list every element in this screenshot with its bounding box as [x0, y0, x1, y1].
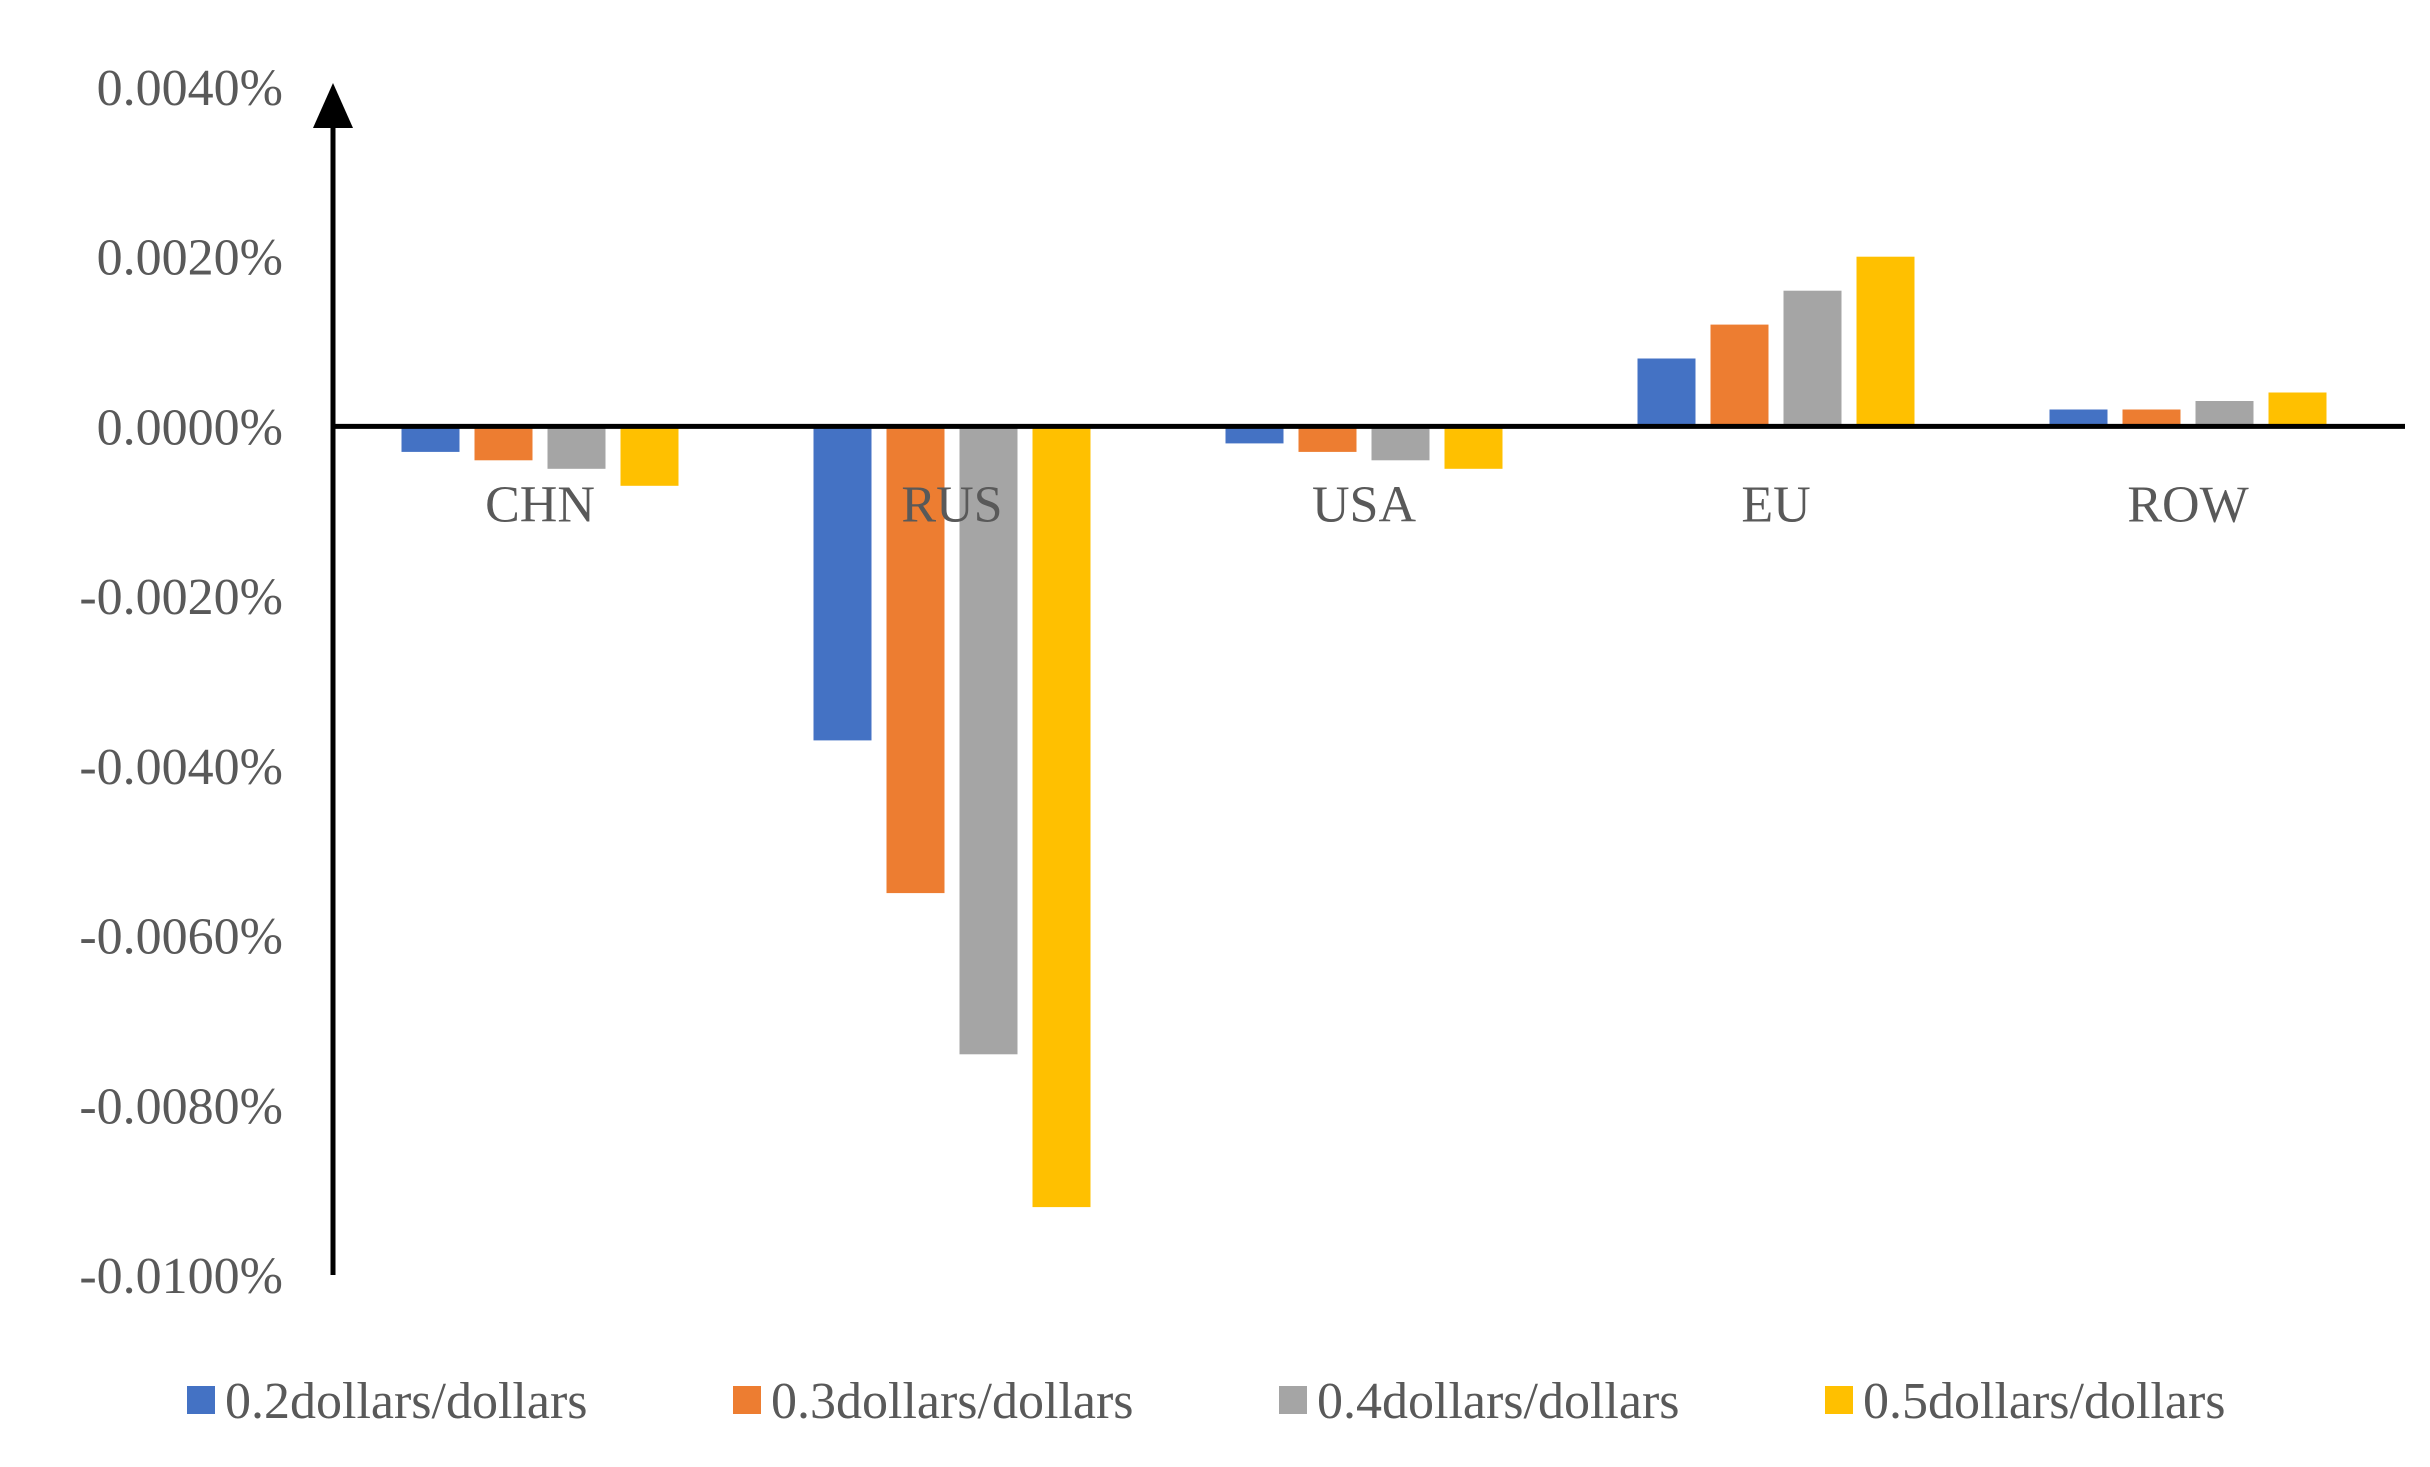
category-label-usa: USA	[1312, 476, 1416, 533]
bar-usa-series-4	[1444, 426, 1503, 469]
bar-eu-series-4	[1856, 256, 1915, 427]
bar-chn-series-1	[401, 426, 460, 452]
y-tick-label: 0.0000%	[97, 399, 283, 456]
axes-layer	[313, 83, 2405, 1275]
bar-usa-series-3	[1371, 426, 1430, 461]
bars-layer	[401, 256, 2327, 1208]
y-tick-label: -0.0040%	[79, 739, 283, 796]
category-label-chn: CHN	[485, 476, 595, 533]
bar-rus-series-4	[1032, 426, 1091, 1208]
bar-rus-series-2	[886, 426, 945, 894]
y-tick-label: -0.0100%	[79, 1248, 283, 1305]
legend-label-1: 0.2dollars/dollars	[225, 1373, 588, 1430]
y-tick-labels: 0.0040% 0.0020% 0.0000% -0.0020% -0.0040% -0.…	[79, 60, 283, 1305]
legend: 0.2dollars/dollars 0.3dollars/dollars 0.4d…	[187, 1373, 2226, 1430]
legend-swatch-1	[187, 1386, 215, 1414]
y-axis-arrow-icon	[313, 83, 353, 128]
legend-label-3: 0.4dollars/dollars	[1317, 1373, 1680, 1430]
y-tick-label: -0.0060%	[79, 909, 283, 966]
category-label-row: ROW	[2127, 476, 2248, 533]
y-tick-label: 0.0020%	[97, 230, 283, 287]
y-tick-label: -0.0080%	[79, 1078, 283, 1135]
bar-eu-series-3	[1783, 290, 1842, 427]
bar-chn-series-4	[620, 426, 679, 486]
bar-row-series-4	[2268, 392, 2327, 427]
bar-usa-series-1	[1225, 426, 1284, 444]
category-label-eu: EU	[1741, 476, 1810, 533]
legend-label-4: 0.5dollars/dollars	[1863, 1373, 2226, 1430]
y-tick-label: 0.0040%	[97, 60, 283, 117]
bar-chn-series-2	[474, 426, 533, 461]
legend-swatch-4	[1825, 1386, 1853, 1414]
legend-label-2: 0.3dollars/dollars	[771, 1373, 1134, 1430]
bar-rus-series-3	[959, 426, 1018, 1055]
bar-eu-series-1	[1637, 358, 1696, 427]
category-label-rus: RUS	[901, 476, 1002, 533]
bar-rus-series-1	[813, 426, 872, 741]
y-tick-label: -0.0020%	[79, 569, 283, 626]
legend-swatch-3	[1279, 1386, 1307, 1414]
bar-row-series-1	[2049, 409, 2108, 427]
bar-row-series-2	[2122, 409, 2181, 427]
category-labels: CHN RUS USA EU ROW	[485, 476, 2249, 533]
bar-row-series-3	[2195, 401, 2254, 427]
bar-usa-series-2	[1298, 426, 1357, 452]
bar-chn-series-3	[547, 426, 606, 469]
bar-eu-series-2	[1710, 324, 1769, 427]
legend-swatch-2	[733, 1386, 761, 1414]
